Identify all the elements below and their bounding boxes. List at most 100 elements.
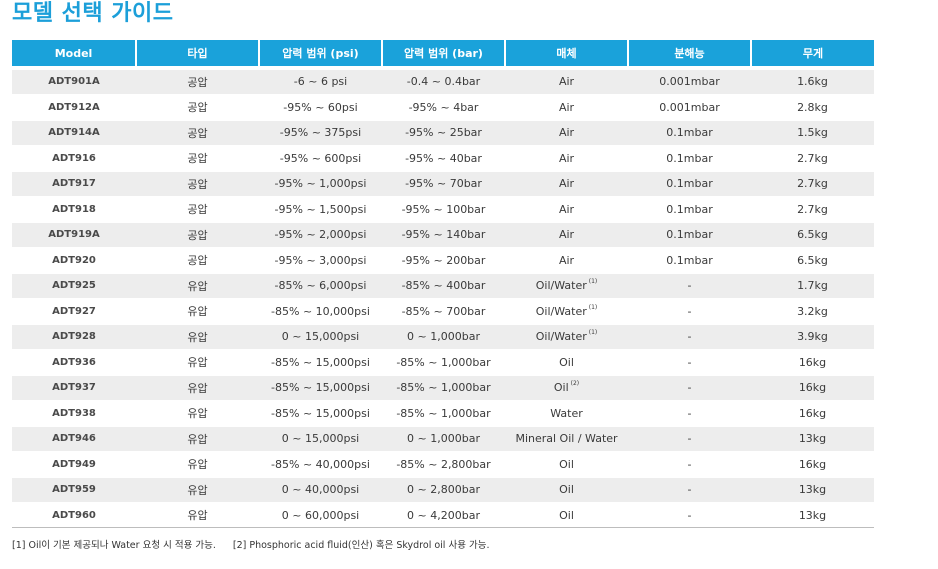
cell-resolution: 0.1mbar [628, 246, 751, 273]
cell-weight: 1.6kg [751, 66, 874, 95]
cell-model-text: ADT914A [48, 127, 100, 139]
table-row: ADT959 유압 0 ~ 40,000psi 0 ~ 2,800bar Oil - 13k… [12, 476, 874, 503]
cell-pressure-psi: -85% ~ 6,000psi [259, 272, 382, 299]
cell-pressure-bar-text: -95% ~ 100bar [401, 202, 486, 216]
cell-media-text: Air [558, 75, 575, 89]
cell-weight-text: 1.7kg [797, 279, 828, 293]
cell-pressure-bar: -95% ~ 70bar [382, 170, 505, 197]
cell-pressure-bar: 0 ~ 1,000bar [382, 323, 505, 350]
cell-media: Air [505, 144, 628, 171]
cell-type: 공압 [136, 66, 259, 95]
header-weight: 무게 [751, 40, 874, 68]
table-row: ADT928 유압 0 ~ 15,000psi 0 ~ 1,000bar Oil/Wat… [12, 323, 874, 350]
cell-pressure-bar-text: -85% ~ 400bar [401, 279, 486, 293]
table-row: ADT912A 공압 -95% ~ 60psi -95% ~ 4bar Air 0.001… [12, 93, 874, 120]
cell-model-text: ADT927 [52, 305, 96, 317]
cell-model-text: ADT937 [52, 382, 96, 394]
cell-weight: 3.2kg [751, 297, 874, 324]
cell-resolution-text: - [687, 381, 692, 395]
cell-media-text: Air [558, 126, 575, 140]
cell-model-text: ADT918 [52, 203, 96, 215]
cell-pressure-bar-text: -85% ~ 700bar [401, 304, 486, 318]
cell-resolution-text: - [687, 457, 692, 471]
cell-model-text: ADT960 [52, 509, 96, 521]
cell-model: ADT914A [12, 119, 136, 146]
cell-media: Air [505, 195, 628, 222]
cell-weight: 13kg [751, 501, 874, 528]
cell-pressure-psi: -95% ~ 1,000psi [259, 170, 382, 197]
cell-weight-text: 13kg [798, 432, 827, 446]
cell-weight: 16kg [751, 348, 874, 375]
cell-type: 공압 [136, 144, 259, 171]
cell-pressure-bar-text: 0 ~ 4,200bar [407, 508, 480, 522]
cell-media: Air [505, 119, 628, 146]
table-header-row: Model 타입 압력 범위 (psi) 압력 범위 (bar) 매체 분해능 … [12, 40, 874, 68]
cell-resolution-text: - [687, 304, 692, 318]
cell-media: Oil (2) [505, 374, 628, 401]
cell-type: 유압 [136, 348, 259, 375]
cell-model: ADT946 [12, 425, 136, 452]
cell-type: 유압 [136, 374, 259, 401]
footnote-marker: (1) [588, 329, 598, 337]
cell-model: ADT938 [12, 399, 136, 426]
footnote-2: [2] Phosphoric acid fluid(인산) 혹은 Skydrol… [232, 540, 490, 551]
cell-pressure-psi-text: -6 ~ 6 psi [293, 75, 348, 89]
cell-pressure-psi-text: -95% ~ 60psi [283, 100, 358, 114]
cell-pressure-psi-text: -95% ~ 1,500psi [274, 202, 367, 216]
cell-resolution: 0.1mbar [628, 221, 751, 248]
cell-resolution-text: - [687, 355, 692, 369]
cell-media: Oil/Water (1) [505, 272, 628, 299]
cell-type-text: 공압 [187, 75, 208, 89]
cell-model-text: ADT959 [52, 484, 96, 496]
cell-pressure-bar-text: -0.4 ~ 0.4bar [406, 75, 481, 89]
cell-type-text: 유압 [187, 330, 208, 344]
cell-resolution: 0.001mbar [628, 93, 751, 120]
table-row: ADT901A 공압 -6 ~ 6 psi -0.4 ~ 0.4bar Air 0.001… [12, 66, 874, 95]
cell-weight: 16kg [751, 374, 874, 401]
table-row: ADT946 유압 0 ~ 15,000psi 0 ~ 1,000bar Mineral… [12, 425, 874, 452]
cell-type: 공압 [136, 246, 259, 273]
cell-type-text: 공압 [187, 152, 208, 166]
cell-model-text: ADT928 [52, 331, 96, 343]
cell-pressure-bar-text: -85% ~ 1,000bar [396, 406, 491, 420]
cell-weight-text: 16kg [798, 381, 827, 395]
cell-resolution: - [628, 476, 751, 503]
cell-media: Oil [505, 348, 628, 375]
cell-type-text: 유압 [187, 356, 208, 370]
table-row: ADT920 공압 -95% ~ 3,000psi -95% ~ 200bar Air 0… [12, 246, 874, 273]
cell-type-text: 유압 [187, 381, 208, 395]
cell-media-text: Oil/Water [535, 330, 587, 344]
cell-pressure-psi-text: -85% ~ 40,000psi [271, 457, 370, 471]
cell-resolution: 0.1mbar [628, 195, 751, 222]
cell-pressure-bar-text: 0 ~ 2,800bar [407, 483, 480, 497]
cell-type: 유압 [136, 501, 259, 528]
cell-pressure-bar: 0 ~ 1,000bar [382, 425, 505, 452]
cell-model-text: ADT946 [52, 433, 96, 445]
cell-resolution-text: 0.1mbar [666, 228, 713, 242]
cell-resolution: - [628, 272, 751, 299]
cell-pressure-bar: -95% ~ 140bar [382, 221, 505, 248]
cell-pressure-psi-text: 0 ~ 15,000psi [281, 432, 360, 446]
cell-weight: 1.5kg [751, 119, 874, 146]
cell-weight-text: 16kg [798, 406, 827, 420]
cell-weight-text: 1.5kg [797, 126, 828, 140]
cell-type-text: 공압 [187, 126, 208, 140]
cell-media-text: Oil [559, 483, 574, 497]
cell-pressure-bar: -95% ~ 25bar [382, 119, 505, 146]
cell-pressure-bar: -85% ~ 1,000bar [382, 399, 505, 426]
cell-weight-text: 2.8kg [797, 100, 828, 114]
cell-weight: 13kg [751, 425, 874, 452]
cell-model: ADT937 [12, 374, 136, 401]
cell-media: Air [505, 170, 628, 197]
cell-weight-text: 2.7kg [797, 177, 828, 191]
cell-type-text: 유압 [187, 458, 208, 472]
cell-weight-text: 3.9kg [797, 330, 828, 344]
cell-resolution: - [628, 399, 751, 426]
cell-weight-text: 13kg [798, 483, 827, 497]
cell-weight-text: 6.5kg [797, 228, 828, 242]
cell-resolution-text: 0.1mbar [666, 177, 713, 191]
cell-type-text: 유압 [187, 407, 208, 421]
cell-pressure-psi: -95% ~ 1,500psi [259, 195, 382, 222]
cell-pressure-psi-text: 0 ~ 15,000psi [281, 330, 360, 344]
cell-resolution-text: - [687, 432, 692, 446]
